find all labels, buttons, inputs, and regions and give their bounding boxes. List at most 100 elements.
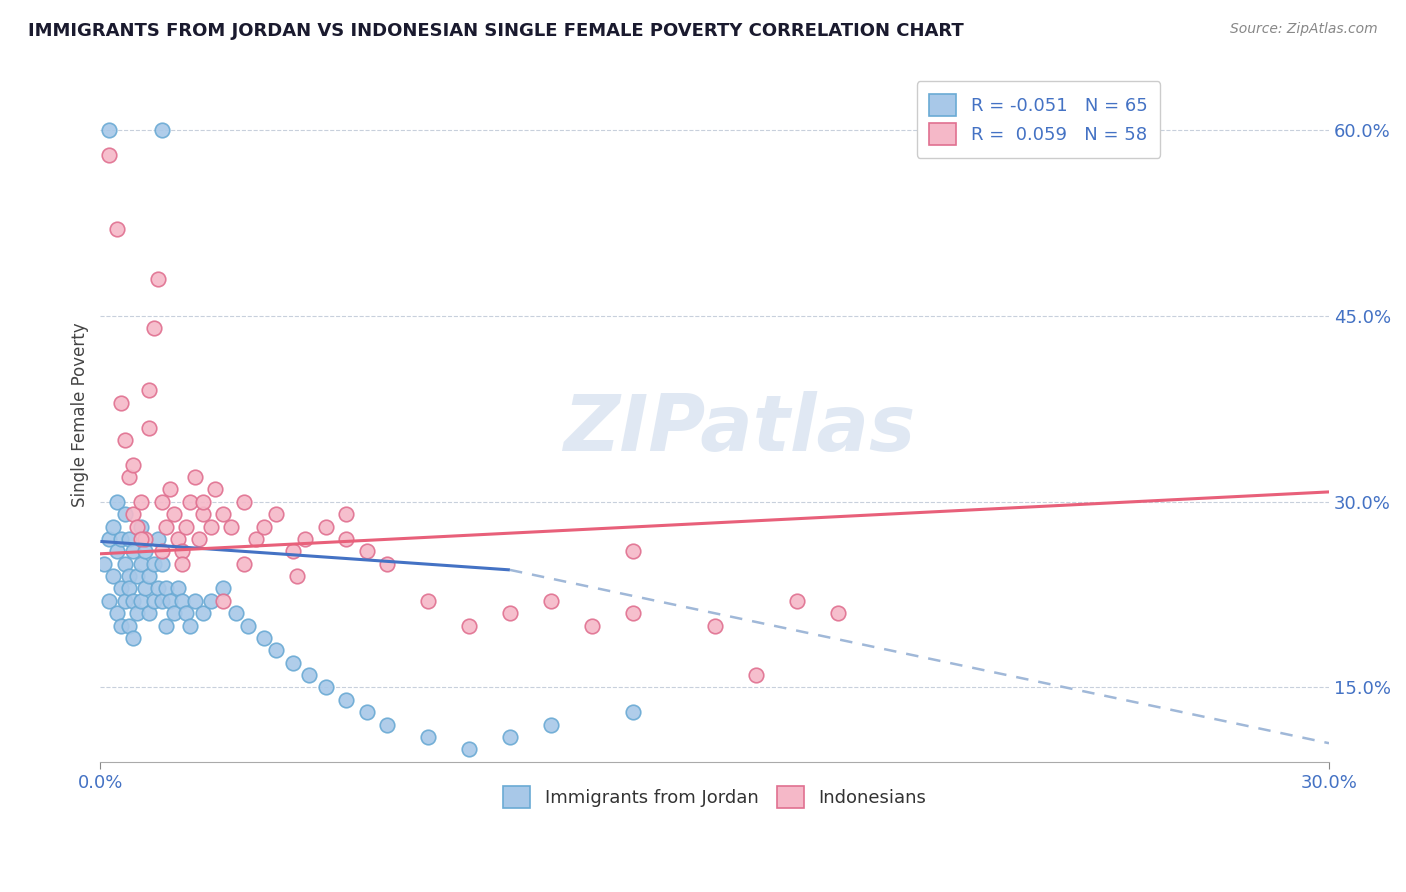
Point <box>114 507 136 521</box>
Point <box>167 582 190 596</box>
Point <box>224 606 246 620</box>
Point <box>97 532 120 546</box>
Point <box>187 532 209 546</box>
Text: IMMIGRANTS FROM JORDAN VS INDONESIAN SINGLE FEMALE POVERTY CORRELATION CHART: IMMIGRANTS FROM JORDAN VS INDONESIAN SIN… <box>28 22 965 40</box>
Point <box>191 495 214 509</box>
Point <box>134 582 156 596</box>
Point <box>183 470 205 484</box>
Point <box>150 544 173 558</box>
Point <box>114 433 136 447</box>
Point <box>131 519 153 533</box>
Point <box>232 495 254 509</box>
Point <box>191 606 214 620</box>
Point <box>110 532 132 546</box>
Point <box>118 532 141 546</box>
Point <box>172 557 194 571</box>
Point <box>142 557 165 571</box>
Point <box>245 532 267 546</box>
Point <box>105 495 128 509</box>
Point <box>621 606 644 620</box>
Point <box>416 730 439 744</box>
Point <box>191 507 214 521</box>
Point <box>131 557 153 571</box>
Point <box>155 519 177 533</box>
Point <box>281 656 304 670</box>
Point <box>375 717 398 731</box>
Point <box>105 544 128 558</box>
Point <box>179 495 201 509</box>
Point <box>212 582 235 596</box>
Legend: Immigrants from Jordan, Indonesians: Immigrants from Jordan, Indonesians <box>496 779 934 815</box>
Point <box>101 569 124 583</box>
Point <box>131 594 153 608</box>
Point <box>204 483 226 497</box>
Point <box>155 618 177 632</box>
Point <box>315 519 337 533</box>
Point <box>458 618 481 632</box>
Point <box>155 582 177 596</box>
Point <box>163 507 186 521</box>
Point <box>138 569 160 583</box>
Point <box>167 532 190 546</box>
Point <box>375 557 398 571</box>
Point <box>356 705 378 719</box>
Point <box>150 557 173 571</box>
Point <box>172 594 194 608</box>
Text: Source: ZipAtlas.com: Source: ZipAtlas.com <box>1230 22 1378 37</box>
Point <box>212 507 235 521</box>
Point <box>458 742 481 756</box>
Point <box>122 544 145 558</box>
Point <box>122 594 145 608</box>
Point <box>131 495 153 509</box>
Point <box>703 618 725 632</box>
Point <box>232 557 254 571</box>
Point <box>540 594 562 608</box>
Point <box>146 272 169 286</box>
Point <box>150 594 173 608</box>
Point <box>105 222 128 236</box>
Point <box>114 557 136 571</box>
Point <box>97 148 120 162</box>
Point <box>315 681 337 695</box>
Point <box>159 594 181 608</box>
Point <box>200 594 222 608</box>
Point <box>97 123 120 137</box>
Point <box>146 582 169 596</box>
Point <box>131 532 153 546</box>
Text: ZIPatlas: ZIPatlas <box>564 391 915 467</box>
Point <box>499 606 522 620</box>
Point <box>127 606 149 620</box>
Point <box>335 693 357 707</box>
Point <box>335 507 357 521</box>
Point <box>236 618 259 632</box>
Point <box>499 730 522 744</box>
Point <box>138 420 160 434</box>
Point <box>416 594 439 608</box>
Point <box>127 519 149 533</box>
Point <box>101 519 124 533</box>
Point <box>744 668 766 682</box>
Point <box>134 532 156 546</box>
Point <box>200 519 222 533</box>
Point <box>138 606 160 620</box>
Point <box>127 569 149 583</box>
Point <box>621 544 644 558</box>
Point <box>118 582 141 596</box>
Point <box>110 582 132 596</box>
Point <box>581 618 603 632</box>
Point <box>212 594 235 608</box>
Point <box>138 384 160 398</box>
Point <box>93 557 115 571</box>
Point <box>159 483 181 497</box>
Point <box>266 643 288 657</box>
Point <box>122 458 145 472</box>
Point <box>285 569 308 583</box>
Point <box>110 396 132 410</box>
Point <box>540 717 562 731</box>
Point <box>150 123 173 137</box>
Point <box>253 631 276 645</box>
Point <box>146 532 169 546</box>
Y-axis label: Single Female Poverty: Single Female Poverty <box>72 323 89 508</box>
Point <box>118 569 141 583</box>
Point <box>105 606 128 620</box>
